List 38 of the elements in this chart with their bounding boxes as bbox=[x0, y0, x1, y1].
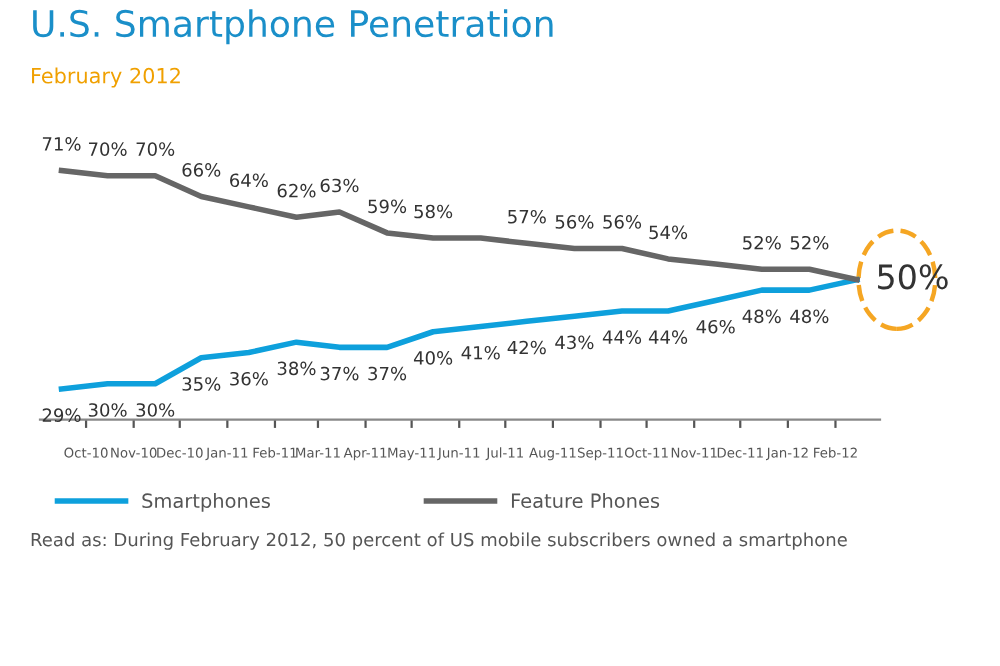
data-label: 52% bbox=[743, 235, 781, 250]
data-label: 35% bbox=[182, 377, 221, 391]
data-label: 57% bbox=[508, 209, 546, 224]
data-label: 54% bbox=[649, 225, 688, 240]
data-label: 37% bbox=[368, 366, 407, 381]
data-label: 41% bbox=[461, 345, 500, 360]
data-label: 70% bbox=[136, 142, 175, 156]
data-label: 43% bbox=[555, 335, 594, 350]
chart-subtitle: February 2012 bbox=[32, 67, 180, 88]
data-label: 44% bbox=[648, 330, 688, 344]
data-label: 37% bbox=[320, 366, 359, 381]
data-label: 44% bbox=[602, 330, 642, 344]
data-label: 64% bbox=[230, 173, 268, 188]
data-label: 63% bbox=[320, 178, 359, 193]
data-label: 42% bbox=[507, 340, 546, 355]
legend-label: Feature Phones bbox=[511, 493, 660, 509]
data-label: 59% bbox=[368, 199, 407, 214]
text: Read as: During February 2012, 50 percent of US mobile subscribers owned a smartphone bbox=[31, 532, 847, 550]
data-label: 30% bbox=[136, 403, 175, 417]
data-label: 50% bbox=[878, 264, 948, 290]
data-label: 56% bbox=[603, 215, 642, 229]
data-label: 70% bbox=[88, 142, 127, 156]
data-label: 71% bbox=[42, 137, 81, 151]
data-label: 58% bbox=[414, 204, 453, 219]
data-label: 52% bbox=[790, 235, 829, 250]
data-label: 40% bbox=[413, 351, 453, 365]
data-label: 36% bbox=[230, 371, 268, 386]
legend-label: Smartphones bbox=[142, 493, 270, 512]
data-label: 30% bbox=[88, 403, 127, 417]
data-label: 62% bbox=[277, 183, 316, 198]
data-label: 38% bbox=[277, 361, 316, 376]
chart-title: U.S. Smartphone Penetration bbox=[33, 9, 553, 45]
data-label: 56% bbox=[555, 215, 594, 229]
data-label: 48% bbox=[790, 309, 829, 324]
data-label: 46% bbox=[696, 319, 735, 334]
data-label: 48% bbox=[742, 309, 781, 324]
data-label: 66% bbox=[182, 163, 221, 177]
data-label: 29% bbox=[42, 408, 81, 422]
